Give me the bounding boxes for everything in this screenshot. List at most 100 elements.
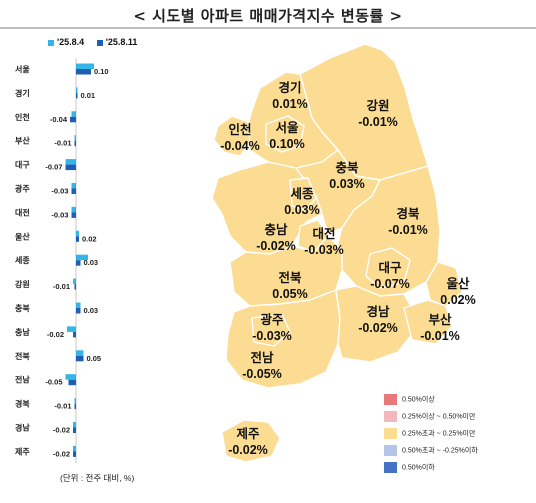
legend-swatch-week1 [48, 39, 54, 46]
data-label: -0.05 [45, 378, 62, 387]
map-legend-item: 0.50%이상 [384, 394, 478, 411]
bar-legend: '25.8.4 '25.8.11 [48, 37, 147, 47]
category-label: 경북 [15, 399, 30, 409]
legend-label-week1: '25.8.4 [57, 37, 85, 47]
map-legend-swatch [384, 394, 397, 405]
bar-week1 [67, 326, 76, 332]
region-name: 울산 [446, 276, 470, 291]
region-value: 0.10% [269, 137, 304, 151]
region-value: -0.02% [256, 239, 296, 253]
region-shape-daegu [365, 247, 411, 289]
region-value: -0.07% [370, 277, 410, 291]
region-name: 경기 [278, 80, 301, 95]
region-name: 서울 [275, 120, 299, 135]
region-shape-gwangju [251, 313, 291, 347]
region-value: 0.05% [272, 287, 307, 301]
bar-week1 [73, 445, 76, 452]
unit-note: (단위 : 전주 대비, %) [60, 473, 135, 483]
category-label: 광주 [15, 184, 30, 194]
bar-week2 [74, 140, 76, 147]
region-name: 광주 [260, 312, 284, 327]
region-value: 0.03% [284, 203, 319, 217]
bar-week1 [76, 87, 78, 93]
region-value: 0.01% [272, 97, 307, 111]
data-label: 0.02 [82, 234, 97, 243]
data-label: -0.01 [53, 282, 70, 291]
bar-week2 [76, 355, 84, 362]
map-legend-item: 0.50%초과 ~ -0.25%이하 [384, 445, 478, 462]
bar-week2 [76, 236, 79, 242]
category-label: 세종 [15, 255, 30, 265]
bar-week2 [76, 260, 81, 266]
region-shape-gyeongnam [335, 285, 413, 363]
region-name: 인천 [228, 122, 251, 137]
region-shape-busan [403, 299, 453, 345]
category-label: 울산 [15, 231, 30, 241]
region-name: 전남 [250, 350, 274, 365]
data-label: -0.07 [45, 163, 62, 172]
bar-week1 [76, 254, 88, 261]
region-value: -0.04% [220, 139, 260, 153]
title-divider [0, 27, 536, 29]
region-value: -0.02% [358, 321, 398, 335]
category-label: 강원 [15, 279, 30, 289]
bar-week1 [71, 206, 76, 213]
map-legend: 0.50%이상 0.25%이상 ~ 0.50%미만 0.25%초과 ~ 0.25%미… [384, 394, 478, 479]
data-label: -0.01 [54, 139, 71, 148]
bar-week1 [73, 422, 76, 428]
bar-week1 [65, 374, 76, 380]
bar-week1 [65, 159, 76, 165]
region-value: -0.01% [420, 329, 460, 343]
map-legend-item: 0.50%이하 [384, 462, 478, 479]
bar-week1 [71, 111, 76, 117]
data-label: -0.03 [51, 187, 68, 196]
region-shape-jeju [221, 419, 281, 463]
region-name: 제주 [236, 427, 260, 441]
map-legend-label: 0.25%초과 ~ 0.25%미만 [402, 430, 476, 438]
category-label: 충남 [15, 327, 30, 337]
region-name: 경남 [366, 304, 390, 319]
data-label: 0.05 [87, 354, 102, 363]
region-name: 부산 [428, 312, 452, 327]
category-label: 전북 [15, 351, 30, 361]
map-legend-swatch [384, 411, 397, 422]
legend-item-week1: '25.8.4 [48, 37, 84, 47]
category-label: 경기 [15, 88, 30, 98]
region-value: -0.05% [242, 367, 282, 381]
bar-week1 [76, 63, 94, 69]
category-label: 인천 [15, 112, 30, 122]
category-label: 전남 [15, 375, 30, 385]
region-value: -0.01% [358, 115, 398, 129]
region-value: -0.02% [228, 443, 268, 457]
bar-chart: 서울 0.10 경기 0.01 인천 -0.04 부산 -0.01 대구 -0.07 광주 -0.03… [15, 58, 109, 463]
region-name: 대전 [312, 226, 335, 241]
region-value: -0.01% [388, 223, 428, 237]
legend-label-week2: '25.8.11 [105, 37, 138, 47]
bar-week1 [74, 398, 76, 404]
region-name: 충남 [264, 222, 288, 237]
map-legend-item: 0.25%초과 ~ 0.25%미만 [384, 428, 478, 445]
bar-week2 [74, 284, 76, 290]
data-label: -0.02 [53, 449, 70, 458]
bar-week2 [74, 403, 76, 410]
bar-week1 [76, 230, 79, 237]
region-value: 0.02% [440, 293, 475, 307]
category-label: 경남 [15, 423, 30, 433]
data-label: -0.01 [54, 402, 71, 411]
map-legend-swatch [384, 462, 397, 473]
data-label: 0.01 [81, 91, 96, 100]
data-label: -0.02 [53, 426, 70, 435]
map-legend-label: 0.25%이상 ~ 0.50%미만 [402, 413, 476, 421]
map-legend-swatch [384, 428, 397, 439]
bar-week2 [71, 212, 76, 218]
region-name: 경북 [396, 206, 420, 221]
data-label: 0.03 [84, 258, 99, 267]
legend-item-week2: '25.8.11 [96, 37, 138, 47]
bar-week1 [76, 302, 81, 308]
region-name: 세종 [290, 186, 314, 201]
region-value: -0.03% [304, 243, 344, 257]
data-label: -0.04 [50, 115, 68, 124]
chart-title: < 시도별 아파트 매매가격지수 변동률 > [133, 7, 403, 25]
region-shape-sejong [289, 177, 317, 211]
